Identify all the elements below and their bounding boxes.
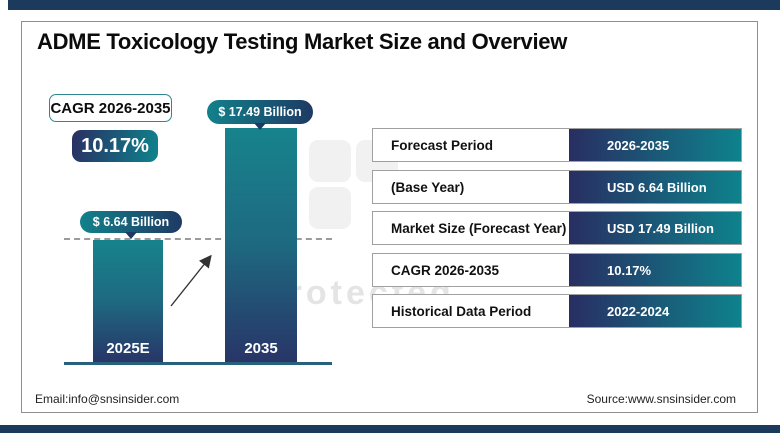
reference-dashed-line [64, 238, 332, 240]
table-row: Historical Data Period 2022-2024 [372, 294, 742, 328]
value-pill-2035: $ 17.49 Billion [207, 100, 313, 124]
page-title: ADME Toxicology Testing Market Size and … [37, 29, 568, 54]
row-label: Historical Data Period [391, 303, 532, 319]
row-label: (Base Year) [391, 179, 465, 195]
growth-arrow-icon [170, 254, 212, 307]
row-value: USD 17.49 Billion [569, 212, 741, 244]
row-value: 2026-2035 [569, 129, 741, 161]
pill-pointer [125, 232, 137, 239]
table-row: Forecast Period 2026-2035 [372, 128, 742, 162]
bar-category-label: 2035 [244, 340, 278, 357]
table-row: (Base Year) USD 6.64 Billion [372, 170, 742, 204]
chart-baseline [64, 362, 332, 365]
row-label: Market Size (Forecast Year) [391, 220, 567, 236]
footer-source: Source:www.snsinsider.com [586, 392, 736, 406]
table-row: Market Size (Forecast Year) USD 17.49 Bi… [372, 211, 742, 245]
value-pill-2025e: $ 6.64 Billion [80, 211, 182, 233]
row-label: CAGR 2026-2035 [391, 262, 500, 278]
table-row: CAGR 2026-2035 10.17% [372, 253, 742, 287]
watermark-square [309, 140, 351, 182]
watermark-square [309, 187, 351, 229]
pill-pointer [254, 123, 266, 130]
top-brand-bar [8, 0, 780, 10]
row-label: Forecast Period [391, 137, 494, 153]
bottom-brand-bar [0, 425, 780, 433]
row-value: 10.17% [569, 254, 741, 286]
cagr-period-box: CAGR 2026-2035 [49, 94, 172, 122]
bar-2035: 2035 [225, 128, 297, 364]
row-value: 2022-2024 [569, 295, 741, 327]
bar-category-label: 2025E [106, 340, 150, 357]
footer-email: Email:info@snsinsider.com [35, 392, 180, 406]
bar-2025e: 2025E [93, 240, 163, 364]
cagr-value-badge: 10.17% [72, 130, 158, 162]
row-value: USD 6.64 Billion [569, 171, 741, 203]
